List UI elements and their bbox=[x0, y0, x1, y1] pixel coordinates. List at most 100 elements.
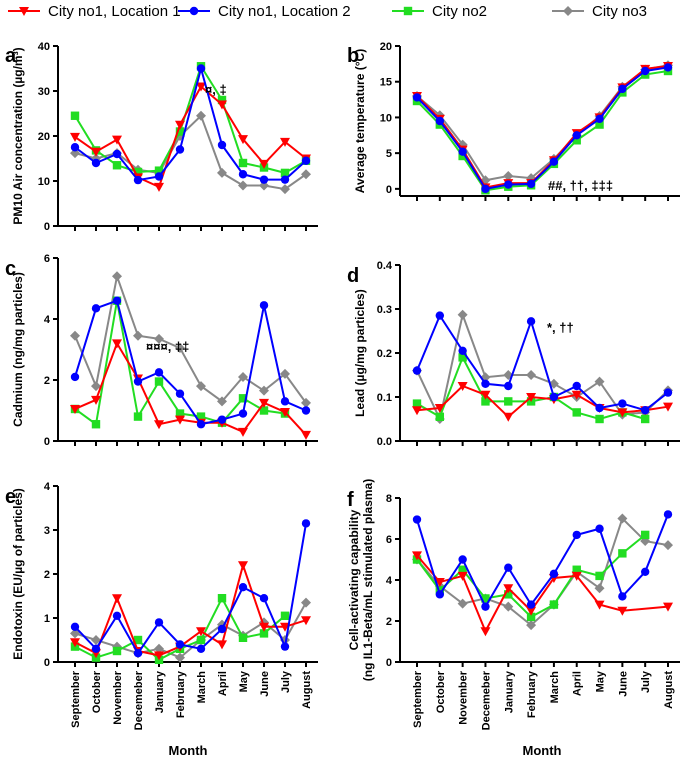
data-point bbox=[154, 420, 164, 430]
data-point bbox=[618, 592, 627, 601]
data-point bbox=[549, 157, 559, 166]
x-tick-label: February bbox=[526, 670, 538, 718]
data-point bbox=[526, 179, 536, 189]
y-tick-label: 15 bbox=[380, 77, 392, 89]
legend-label: City no2 bbox=[432, 3, 487, 20]
data-point bbox=[572, 136, 581, 145]
data-point bbox=[154, 368, 164, 377]
data-point bbox=[175, 409, 185, 418]
data-point bbox=[435, 311, 445, 320]
data-point bbox=[280, 368, 290, 379]
data-point bbox=[259, 398, 269, 408]
legend-label: City no1, Location 2 bbox=[218, 3, 351, 20]
panel-d: d 0.0 0.1 0.2 0.3 0.4 Lead (µg/mg particles) *,… bbox=[347, 260, 680, 448]
data-point bbox=[196, 635, 206, 645]
series-line bbox=[74, 341, 307, 436]
y-axis-label: Cadmium (ng/mg particles) bbox=[11, 272, 25, 427]
data-point bbox=[91, 420, 101, 429]
significance-annotation: ¤¤¤, ‡‡ bbox=[146, 339, 189, 354]
panel-letter: b bbox=[347, 45, 359, 67]
data-point bbox=[133, 377, 143, 386]
data-point bbox=[259, 622, 269, 632]
data-point bbox=[526, 600, 536, 609]
data-point bbox=[549, 600, 559, 609]
x-tick-label: May bbox=[238, 670, 250, 692]
y-axis-label: PM10 Air concentration (µg/m³) bbox=[11, 47, 25, 224]
data-point bbox=[280, 642, 290, 651]
data-point bbox=[280, 622, 290, 632]
y-tick-label: 2 bbox=[44, 375, 50, 387]
data-point bbox=[663, 63, 673, 72]
data-point bbox=[238, 394, 248, 403]
legend-marker bbox=[189, 6, 199, 16]
data-point bbox=[595, 114, 604, 124]
data-point bbox=[481, 379, 490, 388]
y-tick-label: 0 bbox=[386, 184, 392, 196]
series-line bbox=[74, 64, 307, 182]
data-point bbox=[196, 381, 206, 392]
y-tick-label: 40 bbox=[38, 41, 50, 53]
data-point bbox=[238, 371, 248, 382]
panel-letter: e bbox=[5, 486, 16, 508]
x-tick-label: January bbox=[503, 670, 515, 713]
data-point bbox=[412, 406, 422, 416]
data-point bbox=[412, 93, 422, 102]
x-tick-label: September bbox=[412, 670, 424, 728]
data-point bbox=[280, 184, 290, 195]
x-tick-label: June bbox=[259, 671, 271, 697]
data-point bbox=[503, 584, 514, 594]
panel-f: f 0 2 4 6 8 September October November Decemeber J… bbox=[347, 479, 680, 730]
x-tick-label: September bbox=[70, 670, 82, 728]
y-tick-label: 10 bbox=[38, 176, 50, 188]
series-city-no1-location-2 bbox=[412, 510, 673, 611]
data-point bbox=[572, 381, 581, 391]
data-point bbox=[259, 175, 269, 184]
data-point bbox=[481, 397, 490, 406]
data-point bbox=[154, 333, 164, 344]
data-point bbox=[91, 395, 101, 405]
y-tick-label: 6 bbox=[44, 253, 50, 265]
data-point bbox=[112, 149, 122, 159]
data-point bbox=[549, 569, 559, 579]
data-point bbox=[618, 84, 627, 94]
data-point bbox=[175, 120, 185, 130]
data-point bbox=[280, 408, 290, 418]
data-point bbox=[91, 304, 101, 313]
data-point bbox=[217, 624, 227, 634]
data-point bbox=[301, 406, 311, 415]
data-point bbox=[238, 583, 248, 592]
data-point bbox=[412, 366, 422, 375]
data-point bbox=[301, 169, 311, 180]
data-point bbox=[70, 622, 80, 631]
data-point bbox=[238, 180, 248, 191]
series-city-no3 bbox=[70, 271, 311, 408]
data-point bbox=[175, 640, 185, 649]
legend-entry: City no2 bbox=[392, 3, 487, 20]
data-point bbox=[112, 135, 122, 145]
data-point bbox=[572, 408, 581, 417]
data-point bbox=[175, 127, 185, 136]
data-point bbox=[457, 382, 468, 391]
data-point bbox=[133, 167, 143, 177]
data-point bbox=[481, 184, 490, 194]
data-point bbox=[572, 530, 581, 540]
x-axis-title-left: Month bbox=[169, 743, 208, 758]
series-city-no2 bbox=[70, 62, 311, 178]
panel-a: a 0 10 20 30 40 PM10 Air concentration (µg/m³)… bbox=[5, 41, 318, 233]
data-point bbox=[595, 524, 604, 533]
y-tick-label: 0.4 bbox=[377, 260, 393, 272]
x-tick-label: November bbox=[458, 670, 470, 725]
data-point bbox=[259, 406, 269, 415]
data-point bbox=[280, 175, 290, 184]
series-city-no1-location-2 bbox=[70, 64, 311, 185]
y-tick-label: 2 bbox=[44, 569, 50, 581]
data-point bbox=[91, 158, 101, 168]
significance-annotation: ##, ††, ‡‡‡ bbox=[548, 178, 613, 193]
series-city-no1-location-1 bbox=[70, 561, 311, 661]
data-point bbox=[526, 370, 537, 380]
data-point bbox=[434, 404, 445, 413]
data-point bbox=[70, 372, 80, 382]
data-point bbox=[503, 171, 514, 181]
y-axis-label: Cell-activating capability bbox=[347, 509, 361, 650]
legend: City no1, Location 1 City no1, Location 2… bbox=[8, 3, 647, 20]
